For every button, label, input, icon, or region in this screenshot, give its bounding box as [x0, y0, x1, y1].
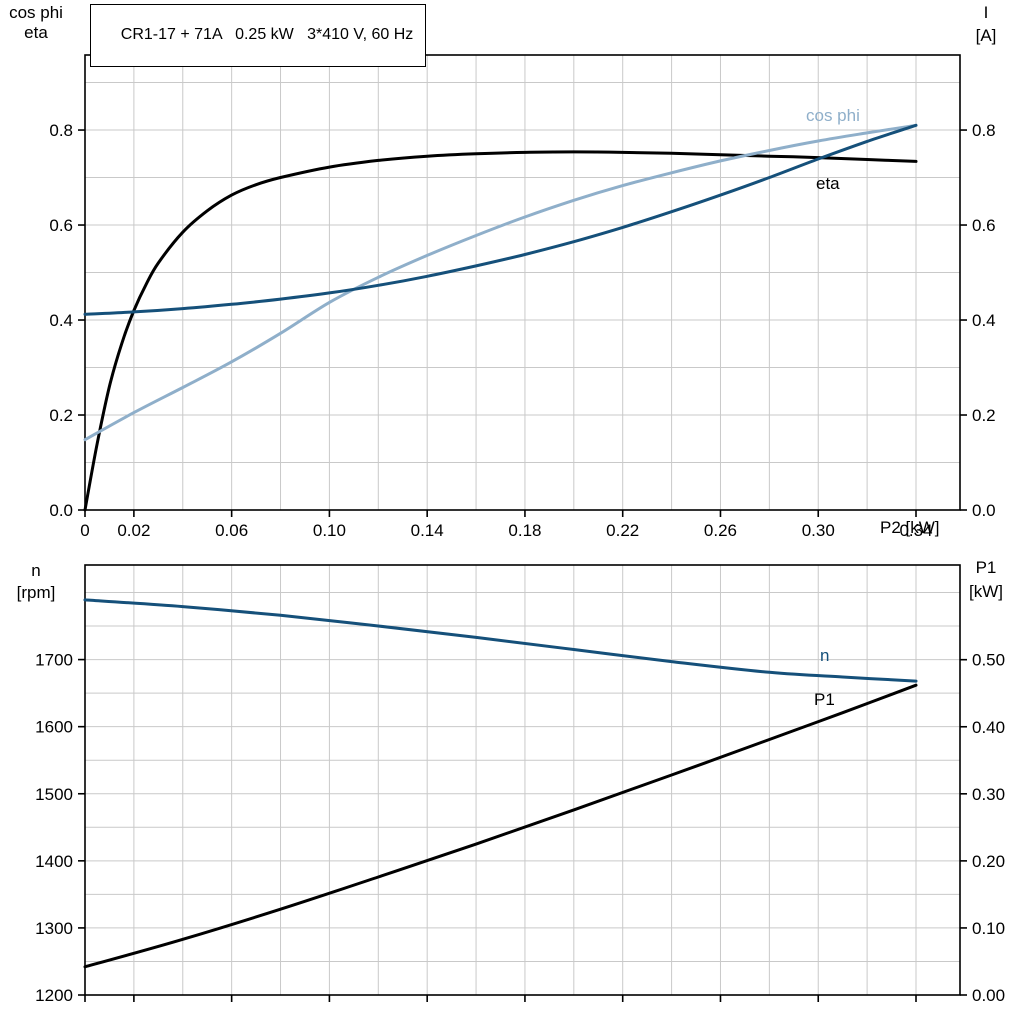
svg-text:0.0: 0.0: [972, 501, 996, 520]
svg-text:0.20: 0.20: [972, 852, 1005, 871]
svg-text:0.18: 0.18: [508, 521, 541, 540]
svg-text:0.30: 0.30: [972, 785, 1005, 804]
svg-text:1400: 1400: [35, 852, 73, 871]
svg-text:0.4: 0.4: [49, 311, 73, 330]
svg-text:0.4: 0.4: [972, 311, 996, 330]
eta-series-label: eta: [816, 174, 840, 193]
svg-text:0.30: 0.30: [802, 521, 835, 540]
n-series-label: n: [820, 646, 830, 665]
svg-text:0.50: 0.50: [972, 651, 1005, 670]
svg-text:1300: 1300: [35, 919, 73, 938]
svg-text:0.0: 0.0: [49, 501, 73, 520]
p1-series-label: P1: [814, 690, 835, 709]
svg-text:0.00: 0.00: [972, 986, 1005, 1005]
svg-text:0.2: 0.2: [972, 406, 996, 425]
x-axis-title-p2: P2 [kW]: [880, 518, 940, 537]
svg-text:0.10: 0.10: [313, 521, 346, 540]
top-left-axis-title-cos-phi: cos phi: [9, 3, 63, 22]
bottom-right-axis-unit-kw: [kW]: [969, 582, 1003, 601]
svg-text:0: 0: [80, 521, 89, 540]
bottom-right-axis-title-p1: P1: [975, 558, 997, 577]
top-right-axis-unit-amps: [A]: [975, 26, 997, 45]
svg-text:1600: 1600: [35, 718, 73, 737]
svg-text:0.34: 0.34: [899, 521, 932, 540]
cos-phi-series-label: cos phi: [806, 106, 860, 125]
svg-text:0.06: 0.06: [215, 521, 248, 540]
top-left-axis-title-eta: eta: [24, 23, 48, 42]
svg-text:0.2: 0.2: [49, 406, 73, 425]
svg-text:0.8: 0.8: [49, 121, 73, 140]
svg-text:0.40: 0.40: [972, 718, 1005, 737]
svg-text:0.8: 0.8: [972, 121, 996, 140]
bottom-left-axis-title-n: n: [31, 561, 41, 580]
chart-title-box: CR1-17 + 71A 0.25 kW 3*410 V, 60 Hz: [90, 4, 427, 67]
svg-text:0.6: 0.6: [972, 216, 996, 235]
svg-text:1200: 1200: [35, 986, 73, 1005]
svg-text:0.10: 0.10: [972, 919, 1005, 938]
svg-text:0.02: 0.02: [117, 521, 150, 540]
svg-text:0.6: 0.6: [49, 216, 73, 235]
top-right-axis-title-current: I: [983, 3, 989, 22]
svg-text:1500: 1500: [35, 785, 73, 804]
chart-title: CR1-17 + 71A 0.25 kW 3*410 V, 60 Hz: [120, 26, 414, 43]
svg-text:0.22: 0.22: [606, 521, 639, 540]
svg-text:0.14: 0.14: [411, 521, 444, 540]
bottom-left-axis-unit-rpm: [rpm]: [16, 583, 56, 602]
svg-text:1700: 1700: [35, 651, 73, 670]
svg-text:0.26: 0.26: [704, 521, 737, 540]
